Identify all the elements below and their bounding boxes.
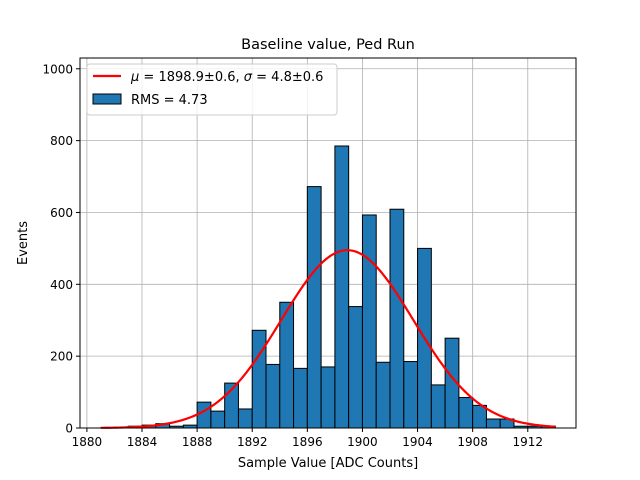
histogram-bar [306, 186, 322, 429]
histogram-bar [293, 367, 308, 429]
x-tick-label: 1900 [347, 435, 378, 449]
y-axis-ticks: 0 200 400 600 800 1000 [42, 62, 80, 436]
histogram-bar [375, 361, 391, 429]
legend-sigma-value: = 4.8±0.6 [252, 70, 323, 85]
y-tick-label: 1000 [42, 62, 73, 76]
chart-title: Baseline value, Ped Run [241, 37, 415, 53]
x-tick-label: 1908 [457, 435, 488, 449]
histogram-bar [196, 401, 212, 429]
plot-area-frame [79, 57, 577, 429]
x-tick-label: 1884 [127, 435, 158, 449]
histogram-bar [320, 366, 336, 429]
histogram-bar [430, 384, 446, 429]
histogram-bar [237, 408, 253, 429]
legend-histogram-swatch [92, 93, 122, 105]
legend-sigma-symbol: σ [244, 70, 253, 85]
histogram-bar [265, 363, 281, 429]
histogram-bar [348, 306, 363, 429]
x-tick-label: 1912 [513, 435, 544, 449]
legend-fit-label: μ = 1898.9±0.6, σ = 4.8±0.6 [130, 70, 323, 85]
histogram-bar [458, 396, 474, 429]
histogram-bar [361, 214, 377, 429]
x-tick-label: 1896 [292, 435, 323, 449]
legend-histogram-label: RMS = 4.73 [131, 93, 208, 108]
histogram-bar [210, 410, 226, 429]
legend-mu-symbol: μ [130, 70, 139, 85]
y-tick-label: 800 [50, 134, 73, 148]
histogram-bar [279, 301, 295, 429]
legend: μ = 1898.9±0.6, σ = 4.8±0.6 RMS = 4.73 [86, 63, 338, 116]
gaussian-fit-curve [100, 249, 556, 429]
legend-box [86, 63, 338, 116]
y-tick-label: 600 [50, 206, 73, 220]
histogram-bar [251, 329, 267, 429]
y-tick-label: 0 [65, 422, 73, 436]
x-tick-label: 1892 [237, 435, 268, 449]
histogram-bar [334, 145, 350, 429]
y-tick-label: 200 [50, 350, 73, 364]
x-axis-label: Sample Value [ADC Counts] [238, 456, 418, 471]
x-tick-label: 1880 [72, 435, 103, 449]
x-tick-label: 1888 [182, 435, 213, 449]
histogram-bar [472, 404, 487, 429]
histogram-bar [403, 361, 419, 429]
histogram-bar [389, 208, 405, 429]
histogram-bar [485, 418, 501, 429]
y-axis-label: Events [16, 221, 31, 265]
x-tick-label: 1904 [402, 435, 433, 449]
legend-mu-value: = 1898.9±0.6, [139, 70, 243, 85]
x-axis-ticks: 1880 1884 1888 1892 1896 1900 1904 1908 1912 [72, 428, 543, 449]
y-tick-label: 400 [50, 278, 73, 292]
